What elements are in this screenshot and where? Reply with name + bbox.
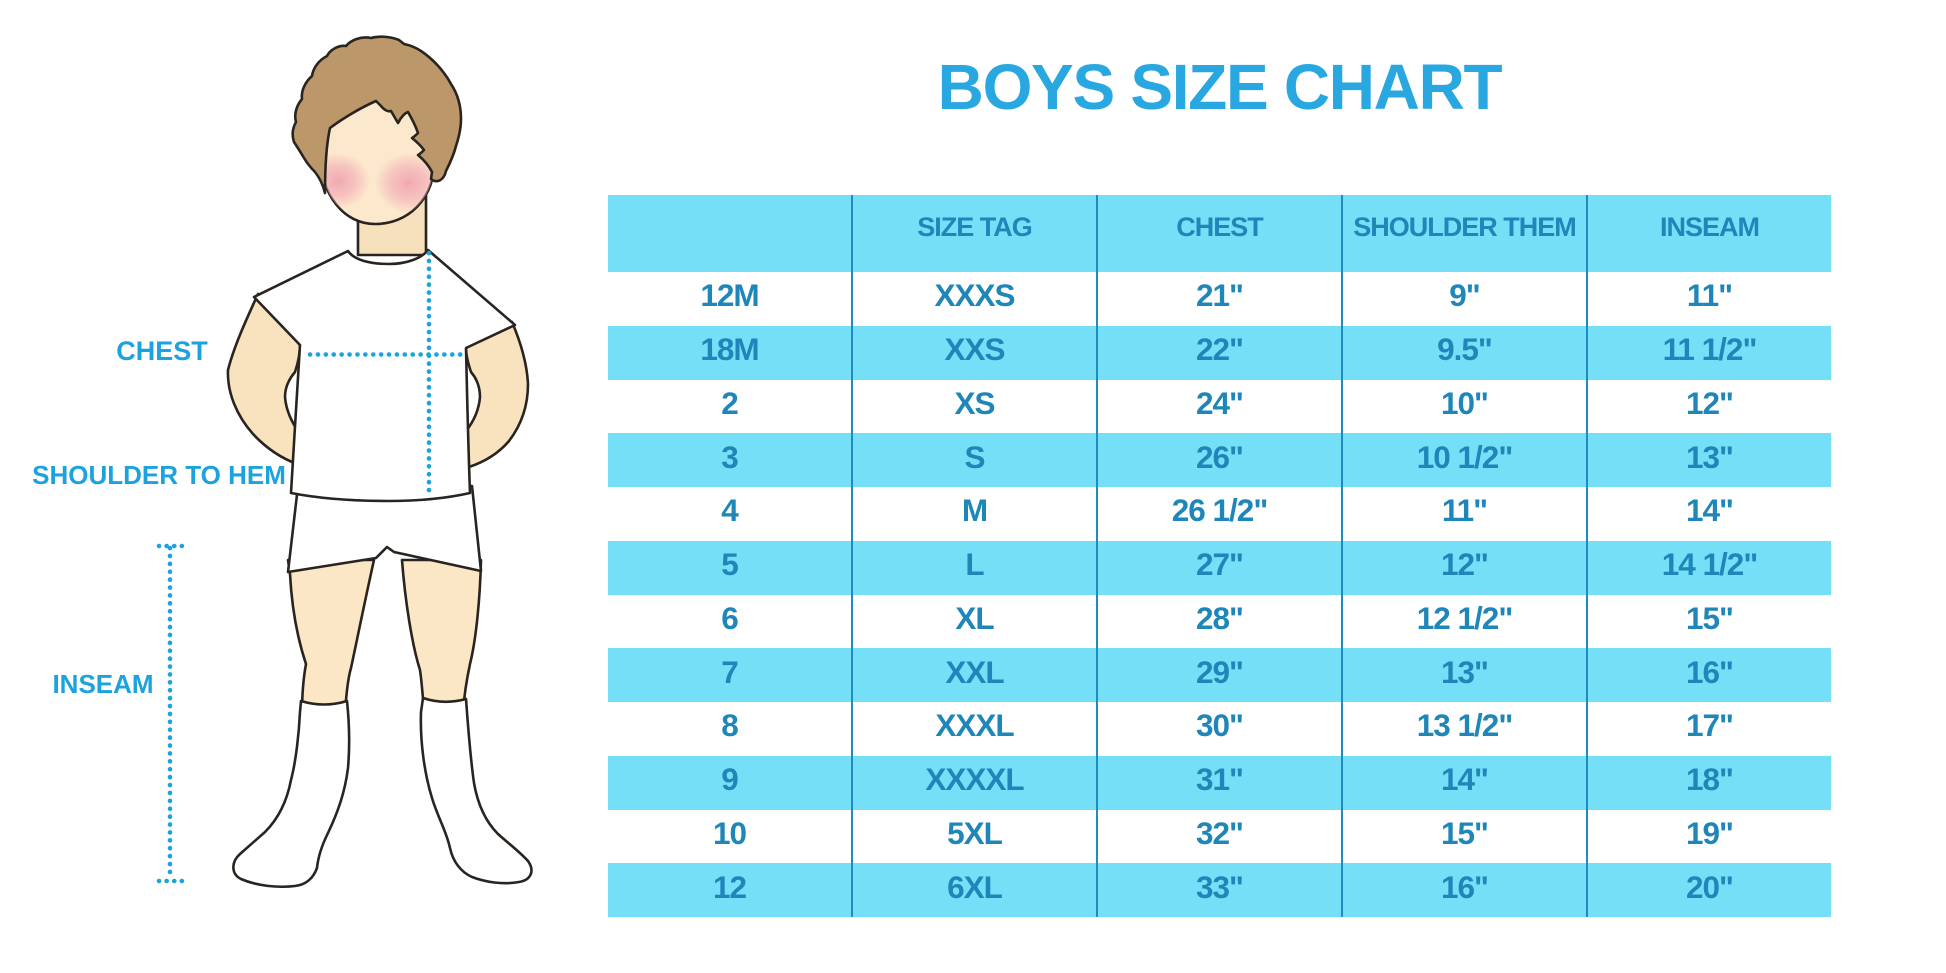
svg-text:INSEAM: INSEAM (52, 669, 153, 699)
svg-text:CHEST: CHEST (116, 336, 208, 366)
svg-text:SHOULDER TO HEM: SHOULDER TO HEM (32, 460, 286, 490)
